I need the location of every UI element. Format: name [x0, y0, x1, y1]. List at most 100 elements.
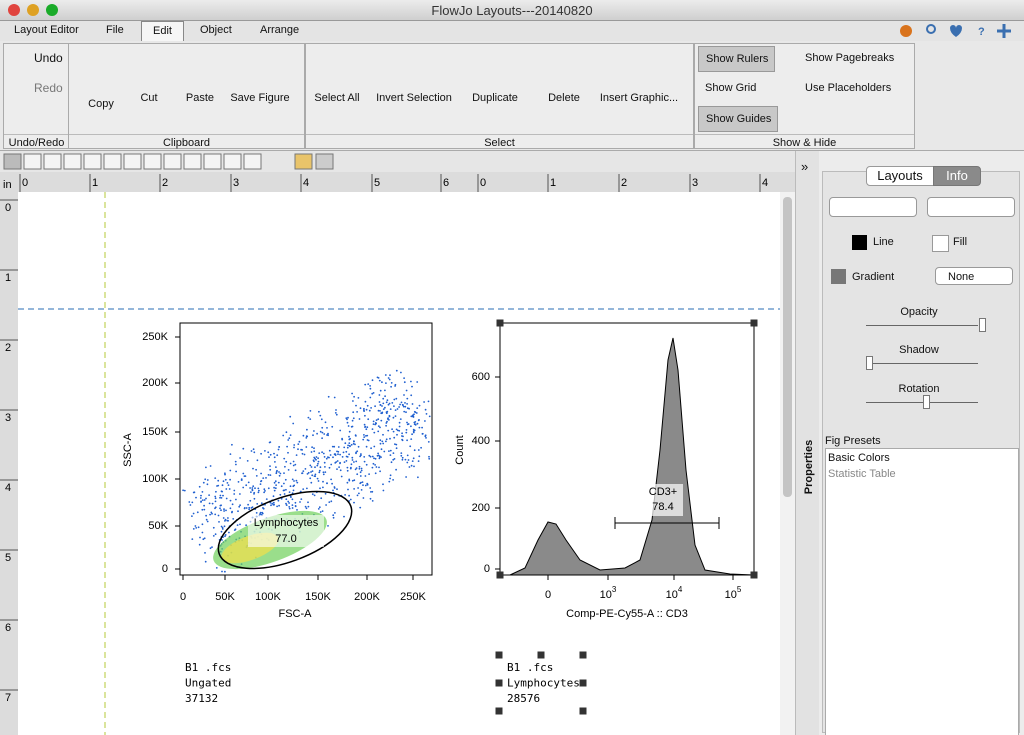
ribbon-button[interactable]: Delete	[548, 92, 580, 104]
tool-button[interactable]	[203, 153, 222, 170]
menu-tab[interactable]: File	[106, 24, 124, 36]
x-axis-label: Comp-PE-Cy55-A :: CD3	[566, 608, 688, 620]
tool-button[interactable]	[103, 153, 122, 170]
dot	[366, 404, 369, 407]
ribbon-button[interactable]: Insert Graphic...	[599, 92, 679, 104]
dot	[363, 434, 365, 436]
dot	[229, 499, 232, 502]
toggle-button[interactable]: Show Rulers	[698, 46, 776, 72]
toggle-button[interactable]: Show Pagebreaks	[798, 46, 900, 70]
dot	[348, 453, 350, 456]
dot	[351, 419, 354, 422]
menu-tab[interactable]: Object	[200, 24, 232, 36]
dot	[379, 404, 382, 406]
toggle-button[interactable]: Show Grid	[698, 76, 762, 100]
dot	[257, 487, 260, 490]
dot	[251, 487, 254, 489]
selection-handle[interactable]	[750, 571, 758, 579]
dot	[389, 374, 391, 377]
selection-handle[interactable]	[495, 679, 503, 687]
dot	[345, 417, 348, 419]
selection-handle[interactable]	[495, 707, 503, 715]
dot	[413, 421, 416, 424]
dot-plot[interactable]: Lymphocytes 77.0 250K 200K 150K 100K 50K 0 0 50K 1…	[122, 322, 433, 705]
dot	[235, 498, 237, 501]
dot	[332, 516, 335, 519]
selection-handle[interactable]	[496, 571, 504, 579]
tool-button[interactable]	[83, 153, 102, 170]
slider-thumb[interactable]	[866, 356, 873, 370]
ribbon-button[interactable]: Select All	[314, 92, 360, 104]
slider-thumb[interactable]	[979, 318, 986, 332]
ribbon-button[interactable]: Redo	[34, 81, 63, 95]
help-icon[interactable]: ?	[978, 26, 985, 38]
toggle-button[interactable]: Use Placeholders	[798, 76, 897, 100]
fill-label: Fill	[953, 236, 968, 248]
tool-button[interactable]	[315, 153, 334, 170]
toggle-tab[interactable]: Layouts	[866, 166, 934, 186]
tool-button[interactable]	[243, 153, 262, 170]
add-icon[interactable]	[997, 24, 1011, 38]
dot	[369, 487, 372, 489]
dot	[285, 460, 288, 463]
tool-button[interactable]	[3, 153, 22, 170]
ribbon-button[interactable]: Save Figure	[230, 92, 290, 104]
zoom-button[interactable]	[46, 4, 58, 16]
selection-handle[interactable]	[579, 707, 587, 715]
tool-button[interactable]	[143, 153, 162, 170]
collapse-button[interactable]: »	[801, 159, 809, 174]
ribbon-button[interactable]: Cut	[140, 92, 158, 104]
tool-button[interactable]	[123, 153, 142, 170]
close-button[interactable]	[8, 4, 20, 16]
dot	[214, 495, 217, 498]
dot	[269, 474, 272, 476]
menu-tab[interactable]: Edit	[141, 21, 184, 41]
tool-button[interactable]	[63, 153, 82, 170]
selection-handle[interactable]	[579, 679, 587, 687]
ribbon-button[interactable]: Duplicate	[472, 92, 518, 104]
dropdown[interactable]	[829, 197, 917, 217]
toggle-button[interactable]: Show Guides	[698, 106, 779, 132]
presets-list: Basic Colors Statistic Table	[825, 448, 1019, 735]
fill-swatch[interactable]	[932, 235, 949, 252]
tool-button[interactable]	[223, 153, 242, 170]
toggle-label: Show Rulers	[706, 53, 769, 65]
tool-button[interactable]	[163, 153, 182, 170]
dot	[416, 422, 419, 425]
toggle-tab[interactable]: Info	[933, 166, 981, 186]
selection-handle[interactable]	[579, 651, 587, 659]
gradient-swatch[interactable]	[831, 269, 846, 284]
tool-button[interactable]	[43, 153, 62, 170]
settings-icon[interactable]	[900, 25, 912, 37]
slider-thumb[interactable]	[923, 395, 930, 409]
minimize-button[interactable]	[27, 4, 39, 16]
gradient-select[interactable]: None	[935, 267, 1013, 285]
group-label: Undo/Redo	[4, 134, 69, 149]
scroll-thumb[interactable]	[783, 197, 792, 497]
properties-tab[interactable]: Properties	[803, 439, 816, 495]
ribbon-icon[interactable]	[926, 24, 936, 34]
dot	[410, 394, 413, 397]
selection-handle[interactable]	[537, 651, 545, 659]
menu-tab[interactable]: Layout Editor	[14, 24, 79, 36]
heart-icon[interactable]	[950, 25, 962, 37]
tool-button[interactable]	[23, 153, 42, 170]
ribbon-button[interactable]: Undo	[34, 51, 63, 65]
ribbon-button[interactable]: Invert Selection	[376, 92, 452, 104]
selection-handle[interactable]	[496, 319, 504, 327]
dropdown[interactable]	[927, 197, 1015, 217]
selection-handle[interactable]	[750, 319, 758, 327]
line-swatch[interactable]	[852, 235, 867, 250]
preset-item[interactable]: Basic Colors	[828, 452, 890, 464]
dot	[292, 460, 295, 463]
tool-button[interactable]	[294, 153, 313, 170]
preset-item[interactable]: Statistic Table	[828, 468, 896, 480]
ribbon-button[interactable]: Copy	[88, 98, 114, 110]
tool-button[interactable]	[183, 153, 202, 170]
dot	[217, 479, 220, 482]
selection-handle[interactable]	[495, 651, 503, 659]
menu-tab[interactable]: Arrange	[260, 24, 300, 36]
dot	[311, 446, 313, 449]
ribbon-button[interactable]: Paste	[185, 92, 215, 104]
